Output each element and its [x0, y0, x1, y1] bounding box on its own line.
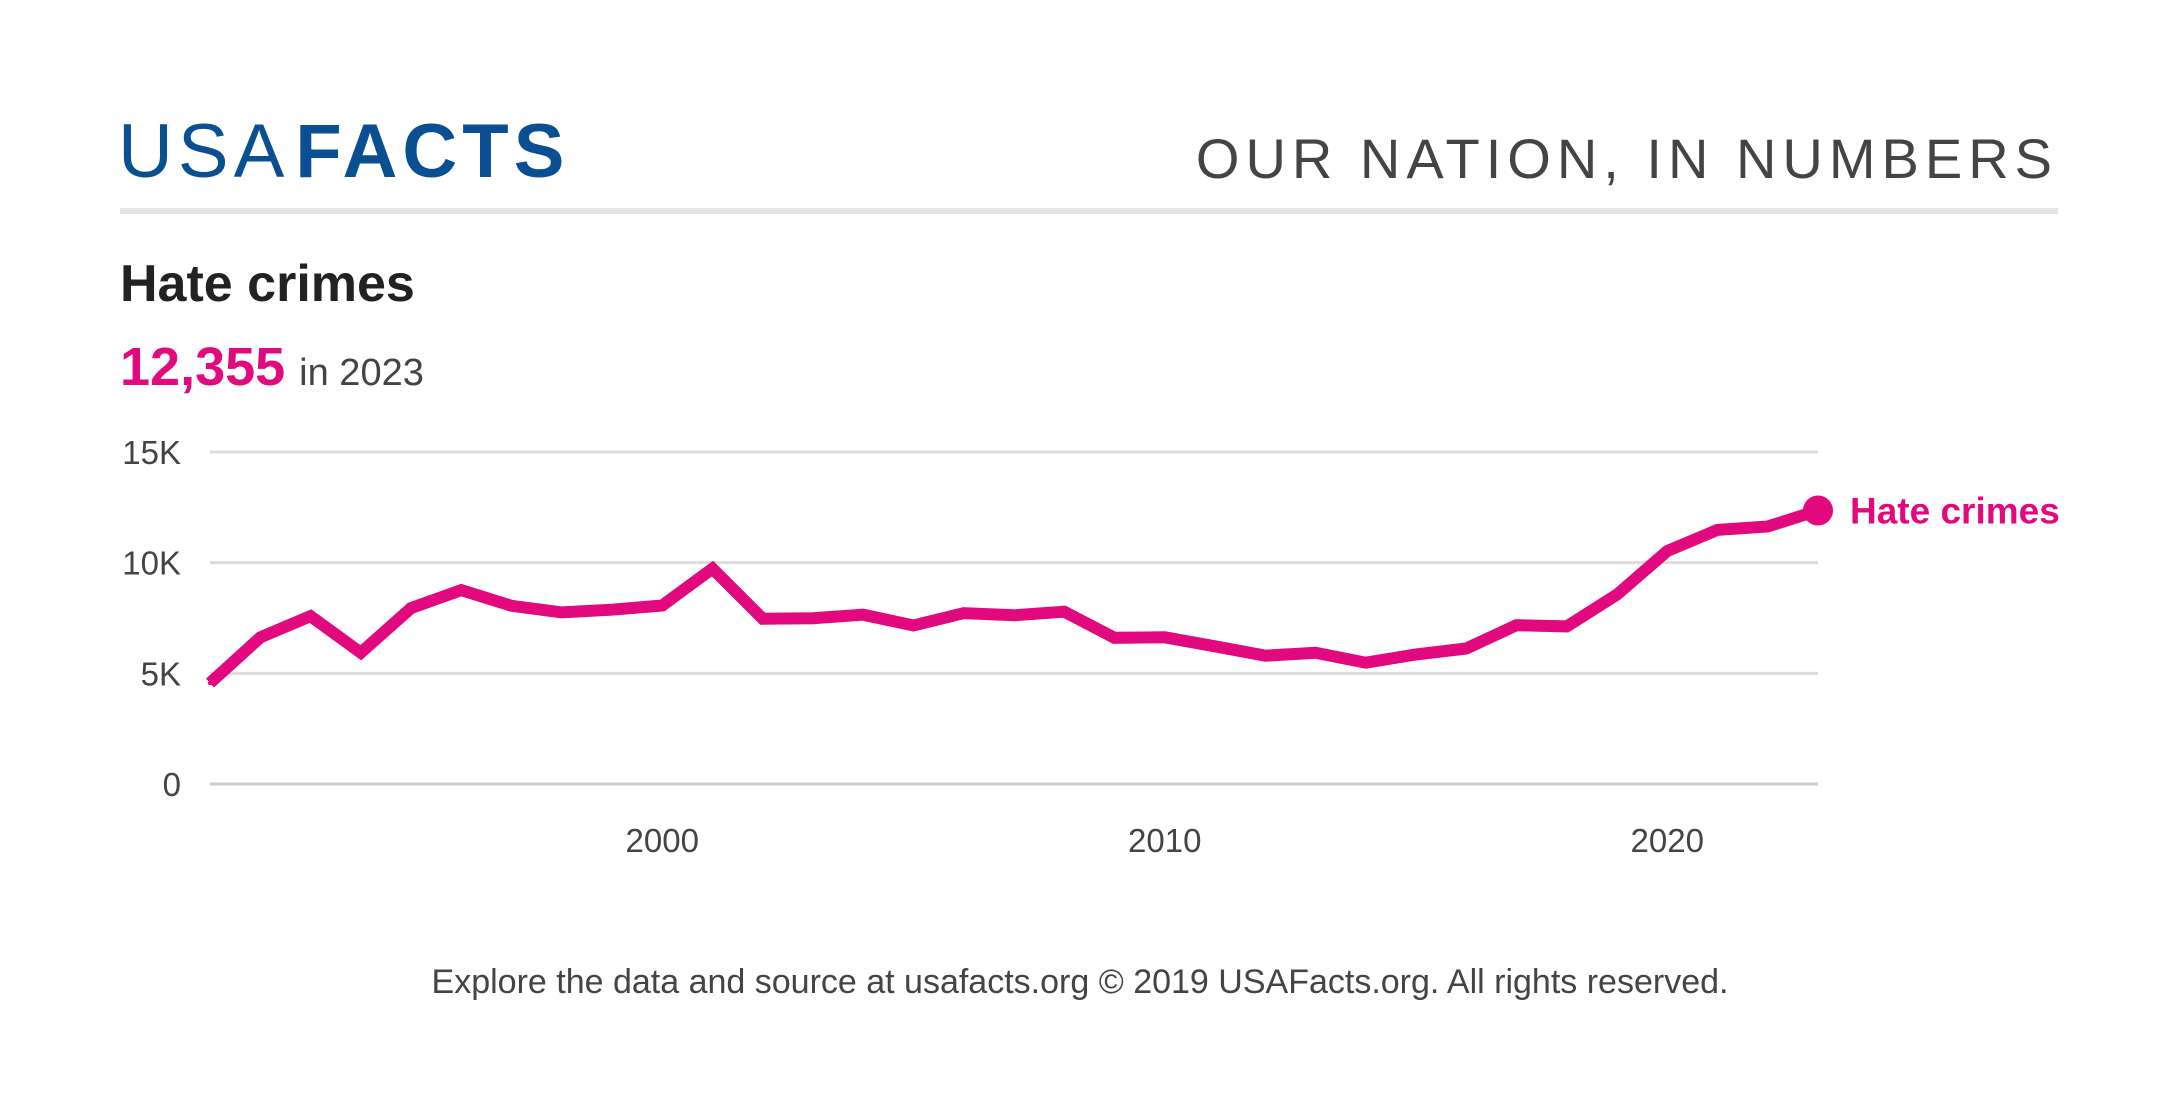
headline-value-line: 12,355 in 2023: [120, 337, 424, 397]
series-end-dot: [1803, 495, 1833, 526]
tagline: OUR NATION, IN NUMBERS: [1196, 127, 2058, 190]
data-point: [1012, 613, 1016, 618]
data-point: [409, 606, 413, 611]
data-point: [1615, 592, 1619, 597]
data-point: [1263, 653, 1268, 658]
x-tick-label: 2000: [626, 822, 699, 859]
data-point: [459, 588, 464, 593]
series-line-hate-crimes: [205, 504, 1820, 688]
footer-text: Explore the data and source at usafacts.…: [432, 963, 1729, 1001]
y-tick-label: 5K: [141, 655, 181, 692]
logo-light-text: USA: [118, 109, 289, 194]
data-point: [760, 616, 765, 621]
data-point: [811, 616, 815, 621]
data-point: [610, 607, 614, 612]
data-point: [258, 635, 263, 640]
x-tick-label: 2010: [1128, 822, 1201, 859]
usafacts-logo: USAFACTS: [118, 109, 569, 194]
series-label-hate-crimes: Hate crimes: [1850, 491, 2060, 532]
headline-suffix: in 2023: [299, 352, 424, 394]
x-tick-label: 2020: [1631, 822, 1704, 859]
grid: [210, 450, 1818, 786]
data-point: [660, 603, 665, 608]
headline-value: 12,355: [120, 337, 285, 397]
data-point: [208, 681, 212, 686]
y-tick-label: 15K: [122, 434, 181, 471]
data-point: [1162, 635, 1167, 640]
data-point: [1715, 527, 1720, 532]
data-point: [308, 614, 313, 619]
data-point: [710, 566, 715, 571]
data-point: [861, 612, 866, 617]
data-point: [961, 611, 966, 616]
logo-bold-text: FACTS: [295, 109, 569, 194]
data-point: [1665, 548, 1670, 553]
data-point: [911, 623, 916, 628]
data-point: [509, 603, 514, 608]
data-point: [358, 650, 363, 655]
data-point: [1213, 644, 1217, 649]
data-point: [1464, 646, 1469, 651]
data-point: [1062, 609, 1067, 614]
y-axis-labels: 0 5K 10K 15K: [122, 434, 181, 803]
y-tick-label: 10K: [122, 545, 181, 582]
data-point: [1564, 624, 1569, 629]
data-point: [1514, 623, 1519, 628]
data-point: [1414, 652, 1418, 657]
data-point: [1112, 635, 1117, 640]
chart-title: Hate crimes: [120, 255, 415, 313]
data-point: [559, 610, 564, 615]
data-points: [208, 508, 1820, 686]
data-point: [1765, 524, 1770, 529]
data-point: [1313, 650, 1318, 655]
header-divider: [120, 208, 2058, 214]
y-tick-label: 0: [163, 766, 181, 803]
x-axis-labels: 2000 2010 2020: [626, 822, 1704, 859]
data-point: [1363, 660, 1368, 665]
